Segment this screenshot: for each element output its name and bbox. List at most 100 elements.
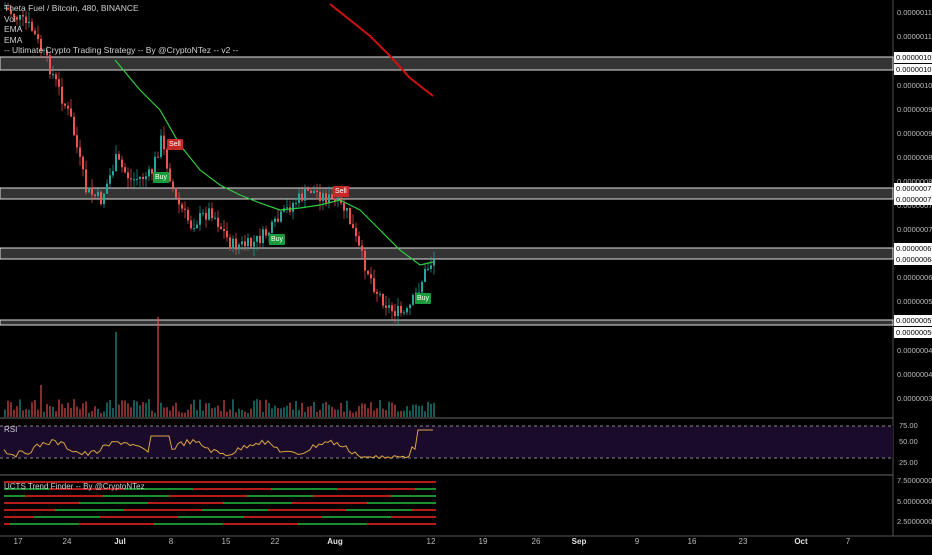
trend-cell xyxy=(358,516,361,518)
trend-cell xyxy=(346,481,349,483)
candle-body xyxy=(259,235,261,244)
sell-signal[interactable]: Sell xyxy=(167,139,183,150)
trend-cell xyxy=(226,481,229,483)
candle-body xyxy=(52,74,54,76)
trend-cell xyxy=(157,502,160,504)
volume-bar xyxy=(373,410,375,417)
volume-bar xyxy=(40,385,42,417)
trend-pane-label[interactable]: UCTS Trend Finder -- By @CryptoNTez xyxy=(4,482,145,491)
trend-cell xyxy=(103,488,106,490)
trend-cell xyxy=(271,523,274,525)
trend-cell xyxy=(319,523,322,525)
trend-cell xyxy=(403,509,406,511)
trend-cell xyxy=(331,516,334,518)
trend-cell xyxy=(367,502,370,504)
candle-body xyxy=(148,169,150,177)
trend-cell xyxy=(88,509,91,511)
candle-body xyxy=(160,135,162,157)
trend-cell xyxy=(427,516,430,518)
volume-indicator-label[interactable]: Vol xyxy=(4,13,16,24)
trend-cell xyxy=(388,488,391,490)
support-zone[interactable] xyxy=(0,319,894,326)
trend-cell xyxy=(67,502,70,504)
ema-indicator-label[interactable]: EMA xyxy=(4,24,23,34)
trend-cell xyxy=(127,509,130,511)
trend-cell xyxy=(193,509,196,511)
trend-cell xyxy=(421,488,424,490)
trend-cell xyxy=(169,523,172,525)
rsi-pane-label[interactable]: RSI xyxy=(4,425,18,434)
support-zone[interactable] xyxy=(0,247,894,260)
trend-cell xyxy=(298,481,301,483)
trend-cell xyxy=(100,502,103,504)
trend-cell xyxy=(367,481,370,483)
trend-cell xyxy=(19,495,22,497)
trend-cell xyxy=(307,495,310,497)
candle-body xyxy=(187,209,189,221)
trend-cell xyxy=(274,502,277,504)
trend-cell xyxy=(292,523,295,525)
trend-cell xyxy=(115,509,118,511)
trend-cell xyxy=(193,481,196,483)
trend-cell xyxy=(418,495,421,497)
buy-signal[interactable]: Buy xyxy=(269,234,286,245)
trend-cell xyxy=(433,488,436,490)
trend-cell xyxy=(289,502,292,504)
volume-bar xyxy=(211,408,213,417)
trend-cell xyxy=(136,488,139,490)
volume-bar xyxy=(235,412,237,417)
ema-indicator-label[interactable]: EMA xyxy=(4,34,23,45)
resistance-zone[interactable] xyxy=(0,56,894,71)
symbol-title[interactable]: Theta Fuel / Bitcoin, 480, BINANCE xyxy=(4,3,139,13)
volume-bar xyxy=(421,405,423,417)
trend-cell xyxy=(94,516,97,518)
candle-body xyxy=(379,293,381,295)
trend-cell xyxy=(238,516,241,518)
ema-slow-line xyxy=(329,3,434,97)
volume-bar xyxy=(394,404,396,417)
trend-cell xyxy=(109,481,112,483)
sell-signal[interactable]: Sell xyxy=(333,186,349,197)
volume-bar xyxy=(166,407,168,417)
candle-body xyxy=(382,293,384,306)
buy-signal[interactable]: Buy xyxy=(415,293,432,304)
trend-cell xyxy=(295,509,298,511)
trend-cell xyxy=(142,523,145,525)
trend-cell xyxy=(331,502,334,504)
trend-cell xyxy=(55,488,58,490)
trend-cell xyxy=(244,488,247,490)
trend-cell xyxy=(187,502,190,504)
trend-cell xyxy=(241,488,244,490)
trend-cell xyxy=(283,509,286,511)
candle-body xyxy=(40,39,42,51)
trend-cell xyxy=(319,502,322,504)
trend-cell xyxy=(427,523,430,525)
trend-cell xyxy=(214,516,217,518)
trend-cell xyxy=(169,509,172,511)
volume-bar xyxy=(148,399,150,417)
trend-cell xyxy=(325,516,328,518)
volume-bar xyxy=(391,402,393,417)
resistance-zone[interactable] xyxy=(0,187,894,200)
buy-signal[interactable]: Buy xyxy=(153,172,170,183)
trend-cell xyxy=(100,488,103,490)
trend-cell xyxy=(241,495,244,497)
trend-cell xyxy=(421,523,424,525)
trend-cell xyxy=(28,516,31,518)
trend-cell xyxy=(16,502,19,504)
volume-bar xyxy=(289,402,291,417)
strategy-indicator-label[interactable]: -- Ultimate Crypto Trading Strategy -- B… xyxy=(4,45,239,55)
trend-cell xyxy=(76,481,79,483)
trend-cell xyxy=(109,523,112,525)
trend-cell xyxy=(220,509,223,511)
volume-bar xyxy=(193,399,195,417)
trend-cell xyxy=(406,502,409,504)
candle-body xyxy=(307,188,309,191)
trend-cell xyxy=(262,509,265,511)
trend-cell xyxy=(67,495,70,497)
trend-cell xyxy=(82,509,85,511)
candle-body xyxy=(265,229,267,236)
trend-cell xyxy=(46,488,49,490)
